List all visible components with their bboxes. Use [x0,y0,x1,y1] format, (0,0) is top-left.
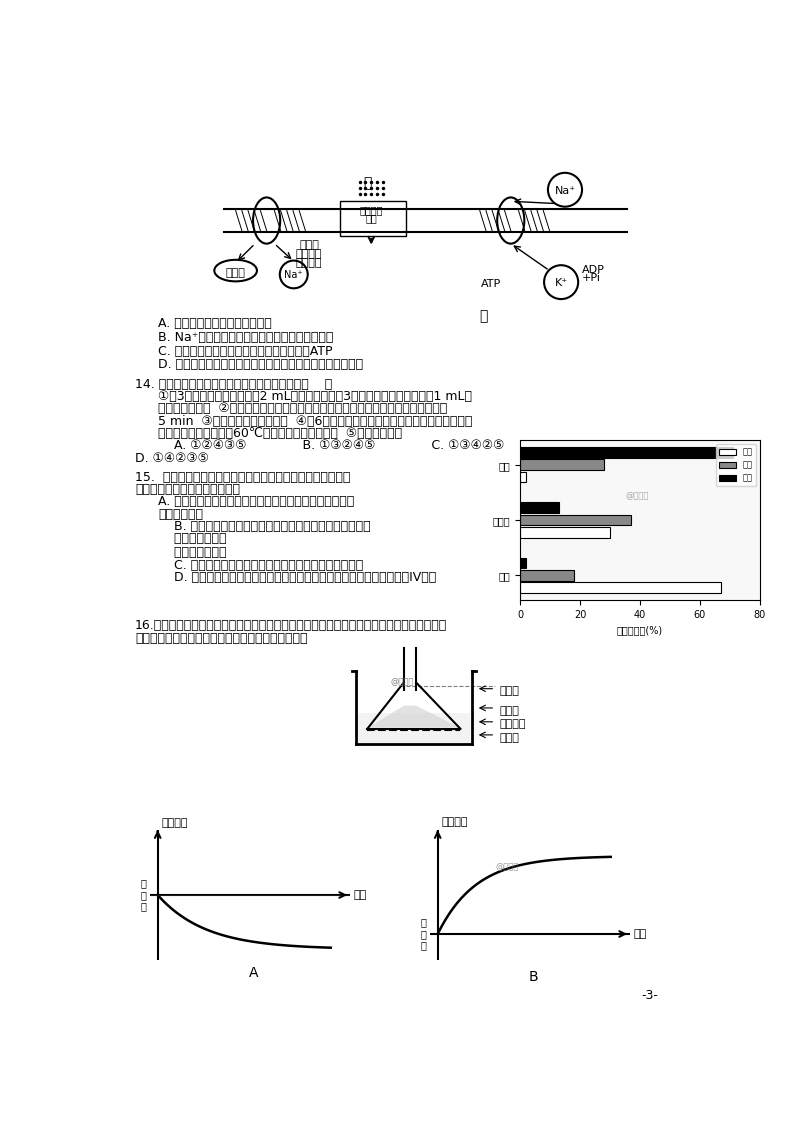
Text: 14. 探究温度对酶活性影响最合理的实验步骤是（    ）: 14. 探究温度对酶活性影响最合理的实验步骤是（ ） [135,378,332,392]
Text: C. 图示中葡萄糖跨膜运输的直接驱动力不是ATP: C. 图示中葡萄糖跨膜运输的直接驱动力不是ATP [158,344,333,358]
Polygon shape [369,705,459,727]
Text: A: A [249,967,258,980]
Text: 时间: 时间 [354,890,367,900]
Text: Na⁺: Na⁺ [554,186,575,196]
Text: 零液面: 零液面 [499,686,519,696]
Text: 15.  实验测得小麦、大豆、花生三种生物干种子中三大类有机: 15. 实验测得小麦、大豆、花生三种生物干种子中三大类有机 [135,471,350,483]
Text: 热后才能呈紫色: 热后才能呈紫色 [158,547,226,559]
Text: 物含量如图，有关叙述正确的是: 物含量如图，有关叙述正确的是 [135,483,240,496]
Text: 液面高度: 液面高度 [162,817,188,827]
Text: ①取3支试管，编号，各注入2 mL淀粉溶液；另取3支试管，编号，各自注入1 mL新: ①取3支试管，编号，各注入2 mL淀粉溶液；另取3支试管，编号，各自注入1 mL… [158,389,472,403]
Text: 要使用显微镜: 要使用显微镜 [158,508,203,521]
Legend: 花生, 大豆, 小麦: 花生, 大豆, 小麦 [716,444,756,486]
Text: 的葡萄糖: 的葡萄糖 [296,249,322,259]
Text: 乙: 乙 [479,309,488,323]
Text: A. 甲侧为细胞外，乙侧为细胞内: A. 甲侧为细胞外，乙侧为细胞内 [158,317,272,329]
Bar [520,472,526,482]
Text: D. ①④②③⑤: D. ①④②③⑤ [135,453,209,465]
Ellipse shape [253,197,280,243]
Text: 钠驱动: 钠驱动 [299,240,319,250]
Text: 液面高度: 液面高度 [442,817,468,826]
Bar [520,582,721,593]
Ellipse shape [214,260,257,282]
Text: 蒸馏水: 蒸馏水 [499,705,519,715]
Text: 零
液
面: 零 液 面 [140,878,146,911]
Text: 热后才能呈紫色: 热后才能呈紫色 [158,532,226,546]
Text: 梯度: 梯度 [366,213,377,223]
Text: @正确云: @正确云 [495,861,518,871]
Text: 淀粉酶溶液，分别放在60℃的热水、沸水和冰水中  ⑤观察实验现象: 淀粉酶溶液，分别放在60℃的热水、沸水和冰水中 ⑤观察实验现象 [158,427,402,440]
Circle shape [544,265,578,299]
Circle shape [548,173,582,207]
Text: 钠的浓度: 钠的浓度 [359,205,383,215]
X-axis label: 有机物含量(%): 有机物含量(%) [617,625,663,635]
Text: 16.某同学设计了如图所示的渗透作用实验装置，实验开始时长颈漏斗内外液面平齐，记为零: 16.某同学设计了如图所示的渗透作用实验装置，实验开始时长颈漏斗内外液面平齐，记… [135,619,447,633]
Ellipse shape [497,197,524,243]
Text: A. ①②④③⑤              B. ①③②④⑤              C. ①③④②⑤: A. ①②④③⑤ B. ①③②④⑤ C. ①③④②⑤ [158,439,505,452]
Bar [520,460,604,470]
Text: 零
液
面: 零 液 面 [420,917,426,951]
Text: 载体蛋白: 载体蛋白 [296,258,322,268]
Bar [520,515,631,525]
Text: D. 图示中葡萄糖跨膜运输的方式与细胞吸收甘油的方式相同: D. 图示中葡萄糖跨膜运输的方式与细胞吸收甘油的方式相同 [158,359,363,371]
Text: C. 向小麦种子的研磨液中加入斐林试剂，会出现砖红色: C. 向小麦种子的研磨液中加入斐林试剂，会出现砖红色 [158,558,363,572]
Text: Na⁺: Na⁺ [285,271,303,281]
Bar [520,526,610,538]
Text: +Pi: +Pi [582,273,601,283]
Text: 鲜的淀粉酶溶液  ②将淀粉酶溶液注入相同温度下的淀粉溶液试管中，维持各自的温度: 鲜的淀粉酶溶液 ②将淀粉酶溶液注入相同温度下的淀粉溶液试管中，维持各自的温度 [158,402,447,415]
Text: 甲: 甲 [363,175,371,190]
Text: 蔗糖溶液: 蔗糖溶液 [499,720,526,729]
Bar [520,569,574,581]
Text: @正确云: @正确云 [625,491,648,500]
Text: ATP: ATP [482,280,502,289]
Text: ADP: ADP [582,265,605,275]
Text: 膀胱膜: 膀胱膜 [499,732,519,743]
Text: 时间: 时间 [634,929,647,940]
Text: -3-: -3- [642,989,658,1002]
Bar [520,503,559,513]
Bar [340,201,406,235]
Text: B. Na⁺既可顺浓度梯度运输也可逆浓度梯度运输: B. Na⁺既可顺浓度梯度运输也可逆浓度梯度运输 [158,331,334,344]
Text: K⁺: K⁺ [554,278,568,288]
Text: B: B [529,970,538,984]
Text: 5 min  ③向各试管中滴一滴碘液  ④将6支试管分成三组，每组各有一份淀粉液和一份: 5 min ③向各试管中滴一滴碘液 ④将6支试管分成三组，每组各有一份淀粉液和一… [158,414,473,428]
Bar [358,713,470,743]
Bar [520,558,526,568]
Bar [520,447,733,458]
Text: B. 用双缩脲试剂检测大豆种子研磨滤液中蛋白质存在时加: B. 用双缩脲试剂检测大豆种子研磨滤液中蛋白质存在时加 [158,520,370,533]
Circle shape [280,260,308,289]
Text: A. 选用花生作为实验材料检验细胞中的脂肪颗粒存在时需: A. 选用花生作为实验材料检验细胞中的脂肪颗粒存在时需 [158,496,354,508]
Text: 葡萄糖: 葡萄糖 [226,268,246,277]
Text: 液面。实验开始后，长颈漏斗内部液面的变化趋势为: 液面。实验开始后，长颈漏斗内部液面的变化趋势为 [135,632,307,645]
Text: D. 选用小麦种子的研磨液作为实验材料检验淀粉存在时需要使用苏丹IV染液: D. 选用小麦种子的研磨液作为实验材料检验淀粉存在时需要使用苏丹IV染液 [158,571,436,584]
Text: @正确云: @正确云 [390,677,414,686]
